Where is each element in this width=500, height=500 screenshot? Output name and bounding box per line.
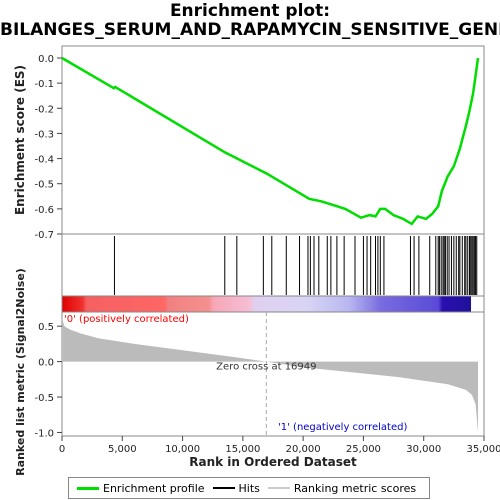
x-tick-label: 30,000 [406,444,441,455]
legend-swatch-hits [212,487,235,489]
legend-swatch-metric [267,487,290,489]
legend-item-metric: Ranking metric scores [267,481,417,495]
es-ytick-label: -0.5 [34,180,54,191]
legend-label-es: Enrichment profile [103,481,205,495]
x-tick-label: 10,000 [165,444,200,455]
metric-ytick-label: 0.5 [38,322,54,333]
x-axis-label: Rank in Ordered Dataset [189,455,357,469]
es-ytick-label: -0.7 [34,230,54,241]
zero-cross-label: Zero cross at 16949 [216,362,316,373]
legend: Enrichment profile Hits Ranking metric s… [68,477,430,499]
metric-ylabel: Ranked list metric (Signal2Noise) [14,268,27,475]
x-tick-label: 20,000 [286,444,321,455]
metric-ytick-label: -0.5 [34,393,54,404]
es-ytick-label: -0.2 [34,104,54,115]
negative-correlation-label: '1' (negatively correlated) [278,422,407,433]
es-ytick-label: -0.6 [34,205,54,216]
es-ytick-label: -0.1 [34,79,54,90]
es-panel-frame [61,45,485,235]
x-tick-label: 0 [59,444,65,455]
legend-swatch-es [77,486,99,490]
metric-ytick-label: 0.0 [38,358,54,369]
x-tick-label: 25,000 [346,444,381,455]
metric-ytick-label: -1.0 [34,428,54,439]
metric-area [62,317,478,433]
x-tick-label: 15,000 [225,444,260,455]
legend-item-hits: Hits [212,481,260,495]
legend-label-metric: Ranking metric scores [293,481,417,495]
legend-item-es: Enrichment profile [77,482,205,495]
enrichment-chart: 0.0 -0.1 -0.2 -0.3 -0.4 -0.5 -0.6 -0.7 Enrichme… [13,45,500,475]
es-ytick-label: -0.4 [34,155,54,166]
legend-label-hits: Hits [238,481,260,495]
x-tick-label: 35,000 [467,444,500,455]
positive-correlation-label: '0' (positively correlated) [64,314,189,325]
x-tick-label: 5,000 [108,444,137,455]
chart-title-line2: BILANGES_SERUM_AND_RAPAMYCIN_SENSITIVE_G… [0,20,500,40]
rank-color-bar [62,296,471,312]
es-ytick-label: -0.3 [34,129,54,140]
es-ylabel: Enrichment score (ES) [13,65,27,215]
hits-panel-frame [61,233,485,297]
es-ytick-label: 0.0 [38,54,54,65]
chart-title-line1: Enrichment plot: [169,1,331,21]
es-curve [61,56,480,226]
